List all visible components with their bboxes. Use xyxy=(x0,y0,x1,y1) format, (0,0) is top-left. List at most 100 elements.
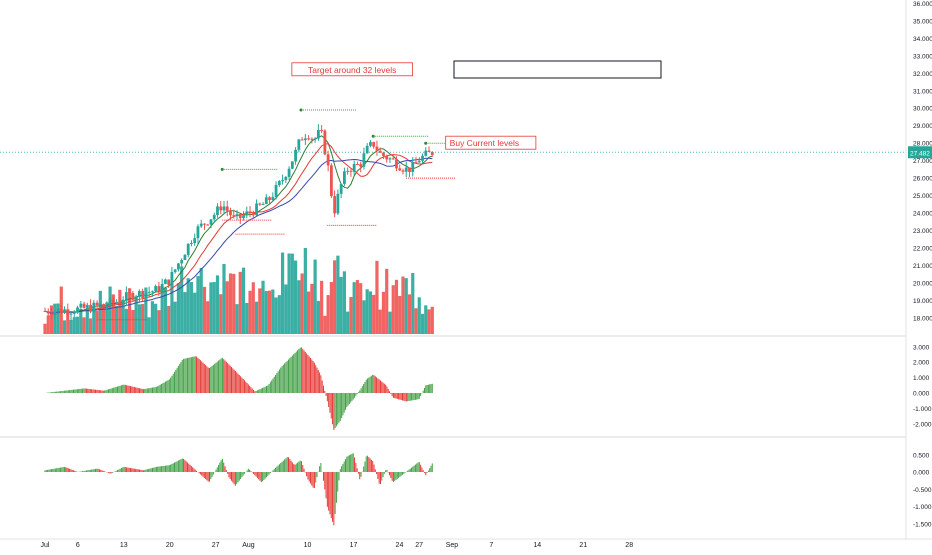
volume-bar xyxy=(176,283,181,334)
volume-bar xyxy=(196,276,200,334)
price-axis-tick: 26.000 xyxy=(913,176,932,183)
volume-bar xyxy=(329,282,333,334)
candle-body xyxy=(43,311,47,313)
candle-body xyxy=(385,156,389,160)
volume-bar xyxy=(105,302,109,334)
volume-bar xyxy=(316,300,320,334)
candle-body xyxy=(359,164,363,167)
candle-body xyxy=(219,206,223,211)
candle-body xyxy=(391,158,395,160)
price-axis-tick: 19.000 xyxy=(913,298,932,305)
volume-bar xyxy=(215,275,220,334)
candle-body xyxy=(124,292,128,301)
volume-bar xyxy=(199,267,203,334)
volume-bar xyxy=(69,319,73,334)
time-axis-tick: 27 xyxy=(415,542,423,549)
candle-body xyxy=(268,197,271,201)
candle-body xyxy=(173,269,177,272)
candle-body xyxy=(131,292,135,300)
candle-body xyxy=(128,292,132,294)
oscillator-1-axis-tick: 3.000 xyxy=(913,344,930,351)
candle-body xyxy=(137,290,141,298)
volume-bar xyxy=(170,281,174,334)
candle-body xyxy=(196,226,200,239)
volume-bar xyxy=(189,282,194,334)
candle-body xyxy=(414,162,418,164)
candle-body xyxy=(277,181,281,186)
volume-bar xyxy=(131,310,135,334)
candle-body xyxy=(297,139,301,150)
volume-bar xyxy=(88,318,93,334)
candle-body xyxy=(430,151,434,155)
time-axis-tick: 20 xyxy=(166,542,174,549)
candle-body xyxy=(199,223,203,227)
volume-bar xyxy=(336,255,340,334)
candle-body xyxy=(134,297,138,300)
candle-body xyxy=(411,162,415,172)
candle-body xyxy=(115,301,118,303)
candle-body xyxy=(216,206,219,216)
volume-bar xyxy=(411,273,415,334)
volume-bar xyxy=(333,260,337,334)
price-axis-tick: 34.000 xyxy=(913,36,932,43)
volume-bar xyxy=(209,282,213,334)
volume-bar xyxy=(323,315,327,334)
volume-bar xyxy=(219,294,223,334)
volume-bar xyxy=(320,280,324,334)
volume-bar xyxy=(206,301,210,334)
candle-body xyxy=(404,167,408,172)
volume-bar xyxy=(394,279,399,334)
candle-body xyxy=(177,263,180,270)
candle-body xyxy=(294,149,297,162)
oscillator-2-axis-tick: -1.500 xyxy=(913,521,932,528)
volume-bar xyxy=(349,297,353,334)
volume-bar xyxy=(414,308,418,334)
volume-bar xyxy=(300,273,304,334)
time-axis-tick: 7 xyxy=(489,542,493,549)
candle-body xyxy=(255,203,258,216)
candle-body xyxy=(206,224,210,226)
annotation-label-box xyxy=(445,135,537,150)
candle-body xyxy=(111,299,115,303)
volume-bar xyxy=(248,290,252,334)
candle-body xyxy=(157,286,161,292)
candle-body xyxy=(424,150,428,156)
candle-body xyxy=(274,185,278,197)
volume-bar xyxy=(284,284,288,334)
candle-body xyxy=(287,168,291,177)
volume-bar xyxy=(118,289,122,334)
time-axis-tick: 28 xyxy=(625,542,633,549)
price-axis-tick: 33.000 xyxy=(913,53,932,60)
volume-bar xyxy=(167,305,171,334)
candle-body xyxy=(63,309,66,313)
candle-body xyxy=(238,214,242,219)
candle-body xyxy=(258,203,262,205)
moving-average-line xyxy=(44,143,433,314)
candle-body xyxy=(316,129,320,139)
volume-bar xyxy=(398,296,402,334)
oscillator-1-axis-tick: 1.000 xyxy=(913,375,930,382)
time-axis-tick: Jul xyxy=(41,542,50,549)
volume-bar xyxy=(56,303,60,334)
candle-body xyxy=(102,304,105,306)
volume-bar xyxy=(79,309,83,334)
candle-body xyxy=(164,279,167,284)
oscillator-2-axis-tick: -1.000 xyxy=(913,504,932,511)
candle-body xyxy=(343,171,346,184)
volume-bar xyxy=(264,291,268,334)
volume-bar xyxy=(346,311,350,334)
volume-bar xyxy=(287,253,291,334)
candle-body xyxy=(313,138,317,140)
volume-bar xyxy=(183,292,187,334)
candle-body xyxy=(408,167,411,172)
volume-bar xyxy=(128,288,132,334)
candle-body xyxy=(320,129,324,131)
volume-bar xyxy=(365,289,369,334)
time-axis-tick: 14 xyxy=(533,542,541,549)
time-axis-tick: Aug xyxy=(242,542,255,549)
volume-bar xyxy=(251,282,255,334)
volume-bar xyxy=(75,316,80,334)
price-axis-tick: 29.000 xyxy=(913,123,932,130)
